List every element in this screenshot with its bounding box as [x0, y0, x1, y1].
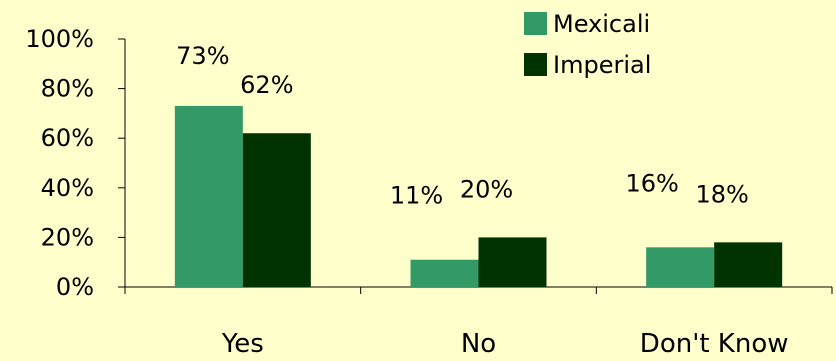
y-tick-label: 80% — [41, 75, 94, 103]
data-label: 11% — [390, 182, 443, 210]
y-tick-label: 100% — [25, 25, 94, 53]
bar-imperial — [242, 133, 311, 287]
x-category-label: No — [461, 329, 496, 359]
y-tick-label: 60% — [41, 124, 94, 152]
y-axis-ticks: 0% 20% 40% 60% 80% 100% — [25, 25, 125, 301]
y-tick-label: 20% — [41, 223, 94, 251]
category-labels: Yes No Don't Know — [221, 329, 789, 359]
legend-label-imperial: Imperial — [553, 51, 651, 79]
bar-mexicali — [174, 105, 243, 288]
legend-swatch-mexicali — [524, 12, 547, 35]
bar-imperial — [714, 242, 783, 287]
y-tick-label: 0% — [56, 273, 94, 301]
x-category-label: Yes — [221, 329, 264, 359]
legend-label-mexicali: Mexicali — [553, 10, 650, 38]
data-labels: 73% 62% 11% 20% 16% 18% — [176, 42, 749, 210]
y-tick-label: 40% — [41, 174, 94, 202]
bars — [174, 105, 783, 288]
data-label: 62% — [240, 71, 293, 99]
data-label: 16% — [625, 169, 678, 197]
bar-mexicali — [410, 259, 479, 287]
data-label: 18% — [695, 180, 748, 208]
x-category-label: Don't Know — [640, 329, 789, 359]
data-label: 73% — [176, 42, 229, 70]
data-label: 20% — [460, 175, 513, 203]
bar-mexicali — [646, 247, 715, 287]
legend: Mexicali Imperial — [524, 10, 651, 79]
legend-swatch-imperial — [524, 53, 547, 76]
bar-imperial — [478, 237, 547, 287]
